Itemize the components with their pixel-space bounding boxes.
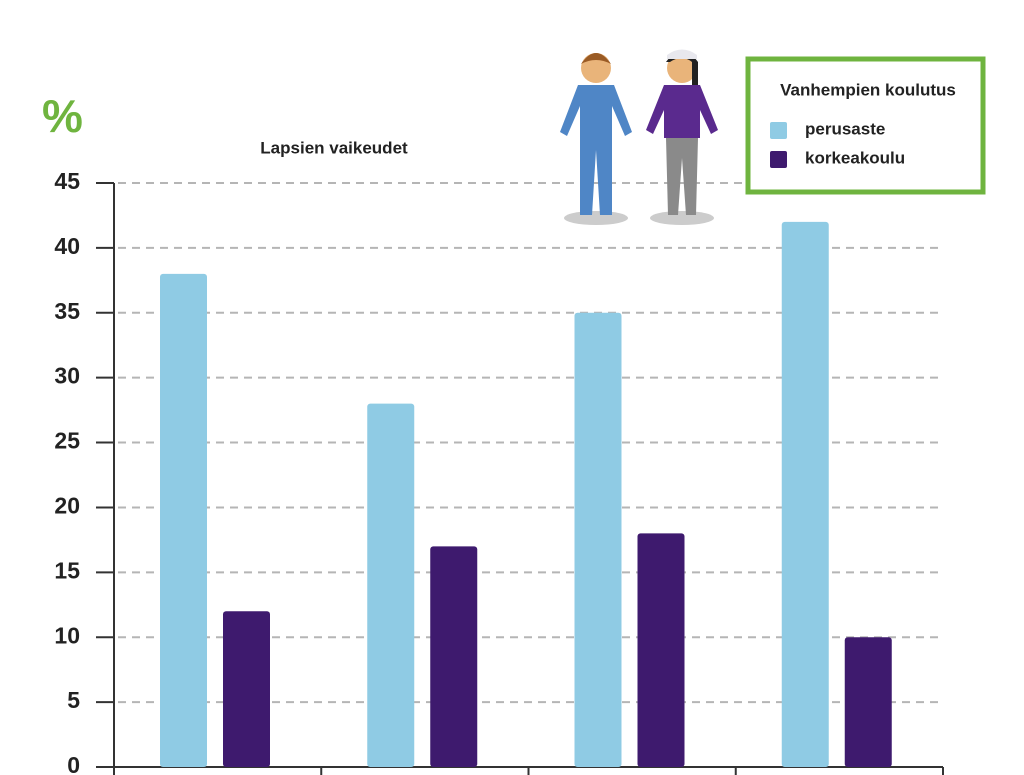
y-tick-label: 5 <box>67 687 80 713</box>
y-tick-label: 0 <box>67 752 80 775</box>
legend-label: perusaste <box>805 119 885 138</box>
legend-label: korkeakoulu <box>805 148 905 167</box>
legend-box <box>745 56 986 195</box>
bar <box>430 546 478 767</box>
bar <box>367 403 415 767</box>
y-tick-label: 35 <box>54 298 80 324</box>
illustration <box>560 49 718 225</box>
y-tick-label: 25 <box>54 428 80 454</box>
y-tick-label: 20 <box>54 493 80 519</box>
legend-swatch <box>770 122 787 139</box>
y-tick-label: 40 <box>54 233 80 259</box>
y-tick-label: 30 <box>54 363 80 389</box>
chart-title: Lapsien vaikeudet <box>260 138 408 157</box>
legend-swatch <box>770 151 787 168</box>
y-tick-label: 45 <box>54 168 80 194</box>
bar <box>844 637 892 767</box>
legend-title: Vanhempien koulutus <box>780 80 956 99</box>
bar <box>574 312 622 767</box>
y-axis-label: % <box>42 90 83 142</box>
bar <box>637 533 685 767</box>
bar <box>781 221 829 767</box>
bar <box>160 273 207 767</box>
y-tick-label: 15 <box>54 557 80 583</box>
legend: Vanhempien koulutus perusaste korkeakoulu <box>745 56 986 195</box>
bar <box>223 611 270 767</box>
y-tick-label: 10 <box>54 622 80 648</box>
plot-area: 0 5 10 15 20 25 30 35 40 45 <box>54 168 944 775</box>
